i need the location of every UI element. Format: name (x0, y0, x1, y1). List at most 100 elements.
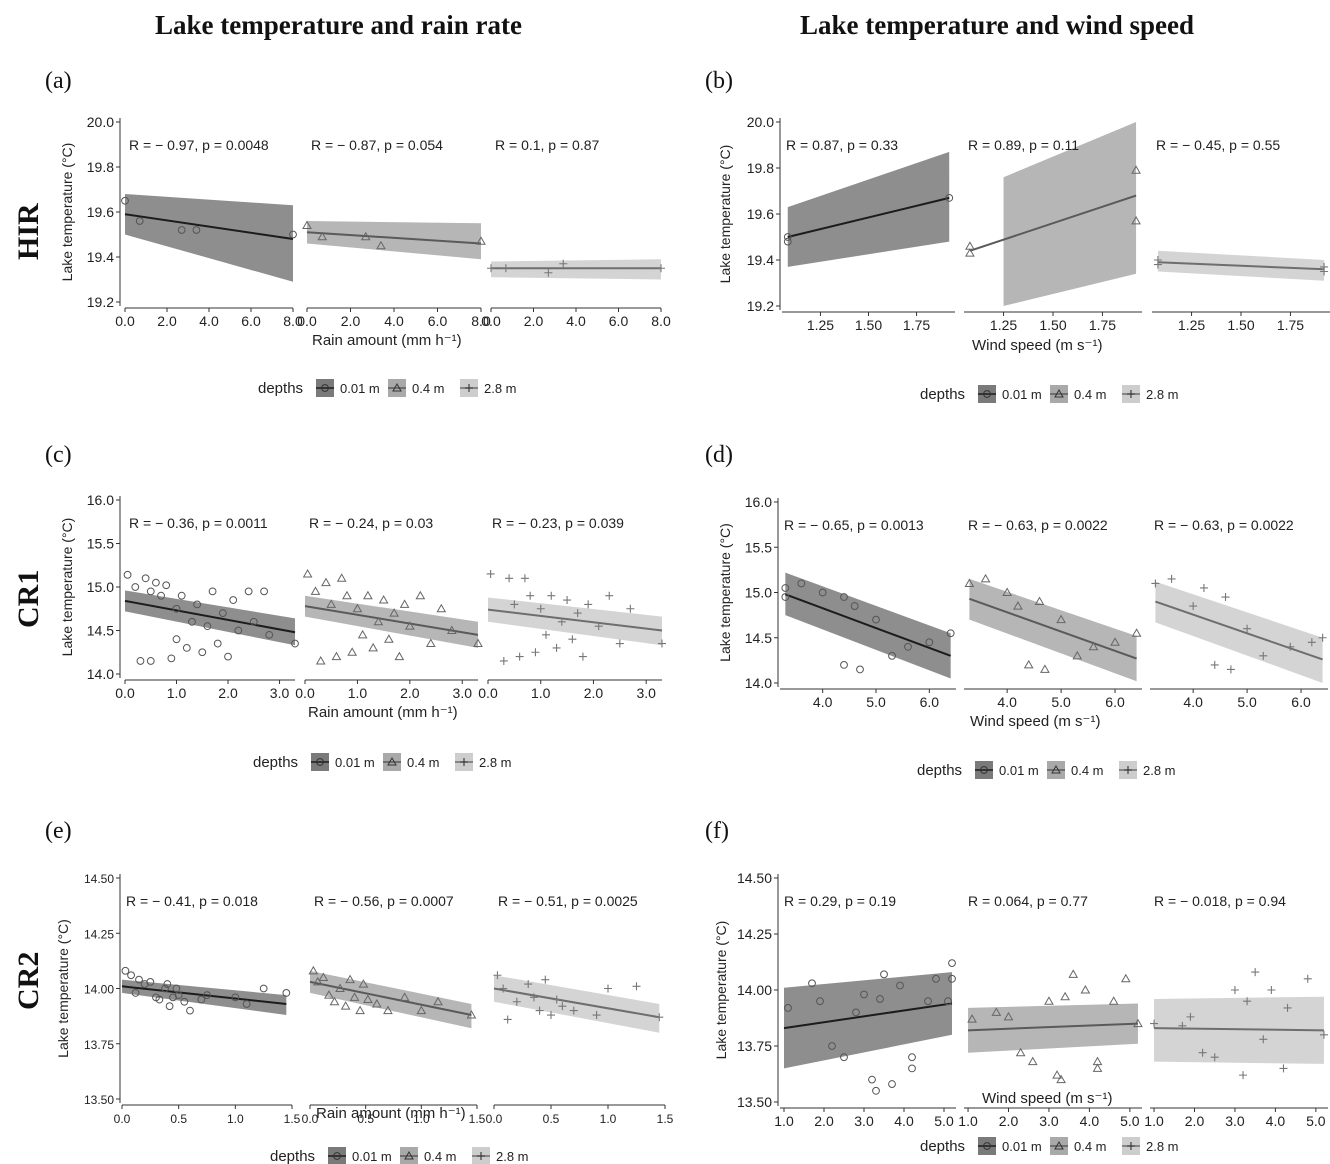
panel-f-y-tick-label: 13.75 (737, 1038, 772, 1054)
panel-b-facet-2-stats-label: R = 0.89, p = 0.11 (968, 137, 1079, 153)
panel-e-facet-1-data-point (259, 984, 268, 993)
panel-b-facet-2-confidence-band (1003, 122, 1137, 306)
panel-b-facet-1-x-tick-label: 1.75 (903, 317, 930, 333)
panel-c-legend-label-1: 0.01 m (335, 755, 375, 770)
panel-d-facet-3-data-point (1189, 602, 1198, 611)
panel-f-facet-1-data-point (816, 997, 824, 1006)
panel-a-facet-2-data-point (376, 240, 386, 250)
panel-e-facet-1-data-point (131, 989, 140, 997)
panel-e-y-tick-label: 13.50 (84, 1093, 114, 1107)
panel-d-facet-2-data-point (1088, 641, 1099, 651)
panel-f-facet-1-data-point (944, 997, 952, 1006)
panel-b-legend-label-2: 0.4 m (1074, 387, 1107, 402)
panel-a-y-tick-label: 19.4 (87, 249, 114, 265)
panel-e-facet-1-data-point (161, 984, 169, 993)
panel-c-facet-3-data-point (563, 596, 572, 605)
panel-a-facet-2-confidence-band (307, 221, 481, 260)
panel-c-facet-3-data-point (605, 591, 614, 600)
panel-c-facet-2-data-point (368, 642, 379, 652)
panel-d-facet-3-data-point (1199, 583, 1208, 592)
panel-e-facet-2-data-point (466, 1010, 477, 1019)
panel-c-facet-1-data-point (265, 630, 274, 639)
panel-d-facet-1-data-point (850, 602, 859, 610)
panel-c-legend-key-marker-2 (387, 756, 397, 766)
panel-d-facet-1-x-tick-label: 4.0 (813, 694, 833, 710)
panel-d-facet-3-data-point (1167, 574, 1176, 583)
panel-d-facet-3-data-point (1318, 633, 1327, 642)
panel-e-facet-1-regression-line (121, 985, 287, 1005)
panel-c-facet-2-data-point (321, 577, 331, 587)
panel-f-facet-1-data-point (888, 1080, 896, 1088)
panel-c-facet-1-data-point (131, 583, 140, 591)
panel-f-facet-2-data-point (1068, 969, 1079, 978)
panel-a-facet-2-x-tick-label: 4.0 (384, 313, 404, 329)
panel-e-facet-1-x-tick-label: 1.0 (227, 1112, 244, 1126)
panel-e-facet-2-data-point (308, 965, 319, 975)
panel-d-facet-2-data-point (1072, 650, 1083, 660)
panel-e-facet-3-regression-line (493, 987, 660, 1019)
panel-c-facet-3-data-point (578, 652, 587, 661)
panel-f-facet-1-data-point (784, 1004, 792, 1012)
panel-e-facet-3-data-point (512, 997, 521, 1006)
panel-f-facet-1-confidence-band (784, 972, 952, 1069)
panel-f-legend-label-3: 2.8 m (1146, 1139, 1179, 1154)
panel-d-facet-3-stats-label: R = − 0.63, p = 0.0022 (1154, 517, 1294, 533)
panel-a-legend-key-marker-1 (321, 384, 329, 392)
panel-f-facet-3-data-point (1150, 1019, 1159, 1028)
panel-c-facet-1-data-point (213, 639, 222, 648)
panel-e-facet-1-data-point (282, 989, 291, 997)
panel-c-facet-2-data-point (399, 599, 410, 608)
panel-c-facet-3-x-tick-label: 2.0 (584, 685, 604, 701)
panel-d-facet-3-regression-line (1155, 600, 1323, 661)
panel-b-facet-2-regression-line (969, 194, 1137, 252)
panel-a-facet-1-x-tick-label: 6.0 (241, 313, 261, 329)
panel-c-y-tick-label: 14.5 (87, 623, 114, 639)
panel-e-facet-2-data-point (324, 990, 334, 999)
panel-e-facet-2-data-point (358, 979, 369, 988)
panel-a-facet-3-confidence-band (491, 259, 661, 280)
panel-c-facet-1-data-point (141, 574, 150, 583)
panel-c-facet-1-stats-label: R = − 0.36, p = 0.0011 (129, 515, 268, 531)
panel-c-facet-2-data-point (336, 573, 347, 582)
panel-c-facet-2-data-point (347, 647, 358, 656)
panel-d-legend-key-marker-2 (1051, 764, 1061, 774)
panel-d-facet-1-data-point (781, 593, 790, 601)
panel-d-facet-3-confidence-band (1155, 581, 1323, 683)
panel-e-facet-1-data-point (163, 980, 172, 988)
panel-letter-e: (e) (45, 818, 72, 844)
panel-c-facet-2-data-point (404, 621, 415, 630)
panel-e-facet-2-data-point (318, 972, 329, 981)
panel-d-facet-3-data-point (1243, 624, 1252, 633)
panel-e-facet-1-data-point (186, 1006, 194, 1015)
panel-e-facet-3-confidence-band (494, 975, 660, 1033)
panel-f-legend-key-marker-2 (1054, 1140, 1064, 1150)
panel-e-facet-2-data-point (335, 983, 345, 992)
panel-f-facet-3-stats-label: R = − 0.018, p = 0.94 (1154, 893, 1286, 909)
panel-e-legend-key-marker-1 (333, 1152, 341, 1160)
panel-c-facet-2-data-point (415, 590, 426, 600)
panel-f-y-axis-title: Lake temperature (°C) (713, 921, 729, 1060)
panel-f-facet-2-data-point (1015, 1047, 1026, 1057)
panel-c-facet-2-data-point (446, 625, 457, 634)
panel-a-facet-1-regression-line (124, 213, 294, 240)
panel-d-y-tick-label: 15.5 (745, 539, 772, 555)
panel-f-facet-3-data-point (1178, 1021, 1187, 1030)
panel-d-facet-2-regression-line (969, 597, 1137, 660)
panel-a-facet-3-data-point (487, 264, 495, 273)
panel-c-facet-3-data-point (531, 648, 540, 657)
panel-e-x-axis-title: Rain amount (mm h⁻¹) (316, 1105, 466, 1122)
panel-b-facet-3-x-tick-label: 1.50 (1227, 317, 1254, 333)
panel-c-facet-1-x-tick-label: 1.0 (167, 685, 187, 701)
panel-b-facet-3-data-point (1320, 262, 1329, 271)
panel-f-facet-1-x-tick-label: 2.0 (814, 1113, 834, 1129)
panel-b-y-axis-title: Lake temperature (°C) (717, 145, 733, 284)
panel-c-facet-1-data-point (203, 622, 212, 631)
panel-c-facet-1-data-point (157, 591, 165, 600)
panel-d-facet-1-regression-line (784, 593, 952, 657)
panel-e-facet-3-data-point (535, 1006, 544, 1015)
panel-e-facet-3-data-point (547, 1011, 555, 1020)
panel-e-facet-2-data-point (399, 992, 410, 1001)
panel-d-facet-1-data-point (946, 629, 955, 638)
panel-letter-a: (a) (45, 68, 72, 94)
panel-c-facet-2-x-tick-label: 2.0 (400, 685, 420, 701)
